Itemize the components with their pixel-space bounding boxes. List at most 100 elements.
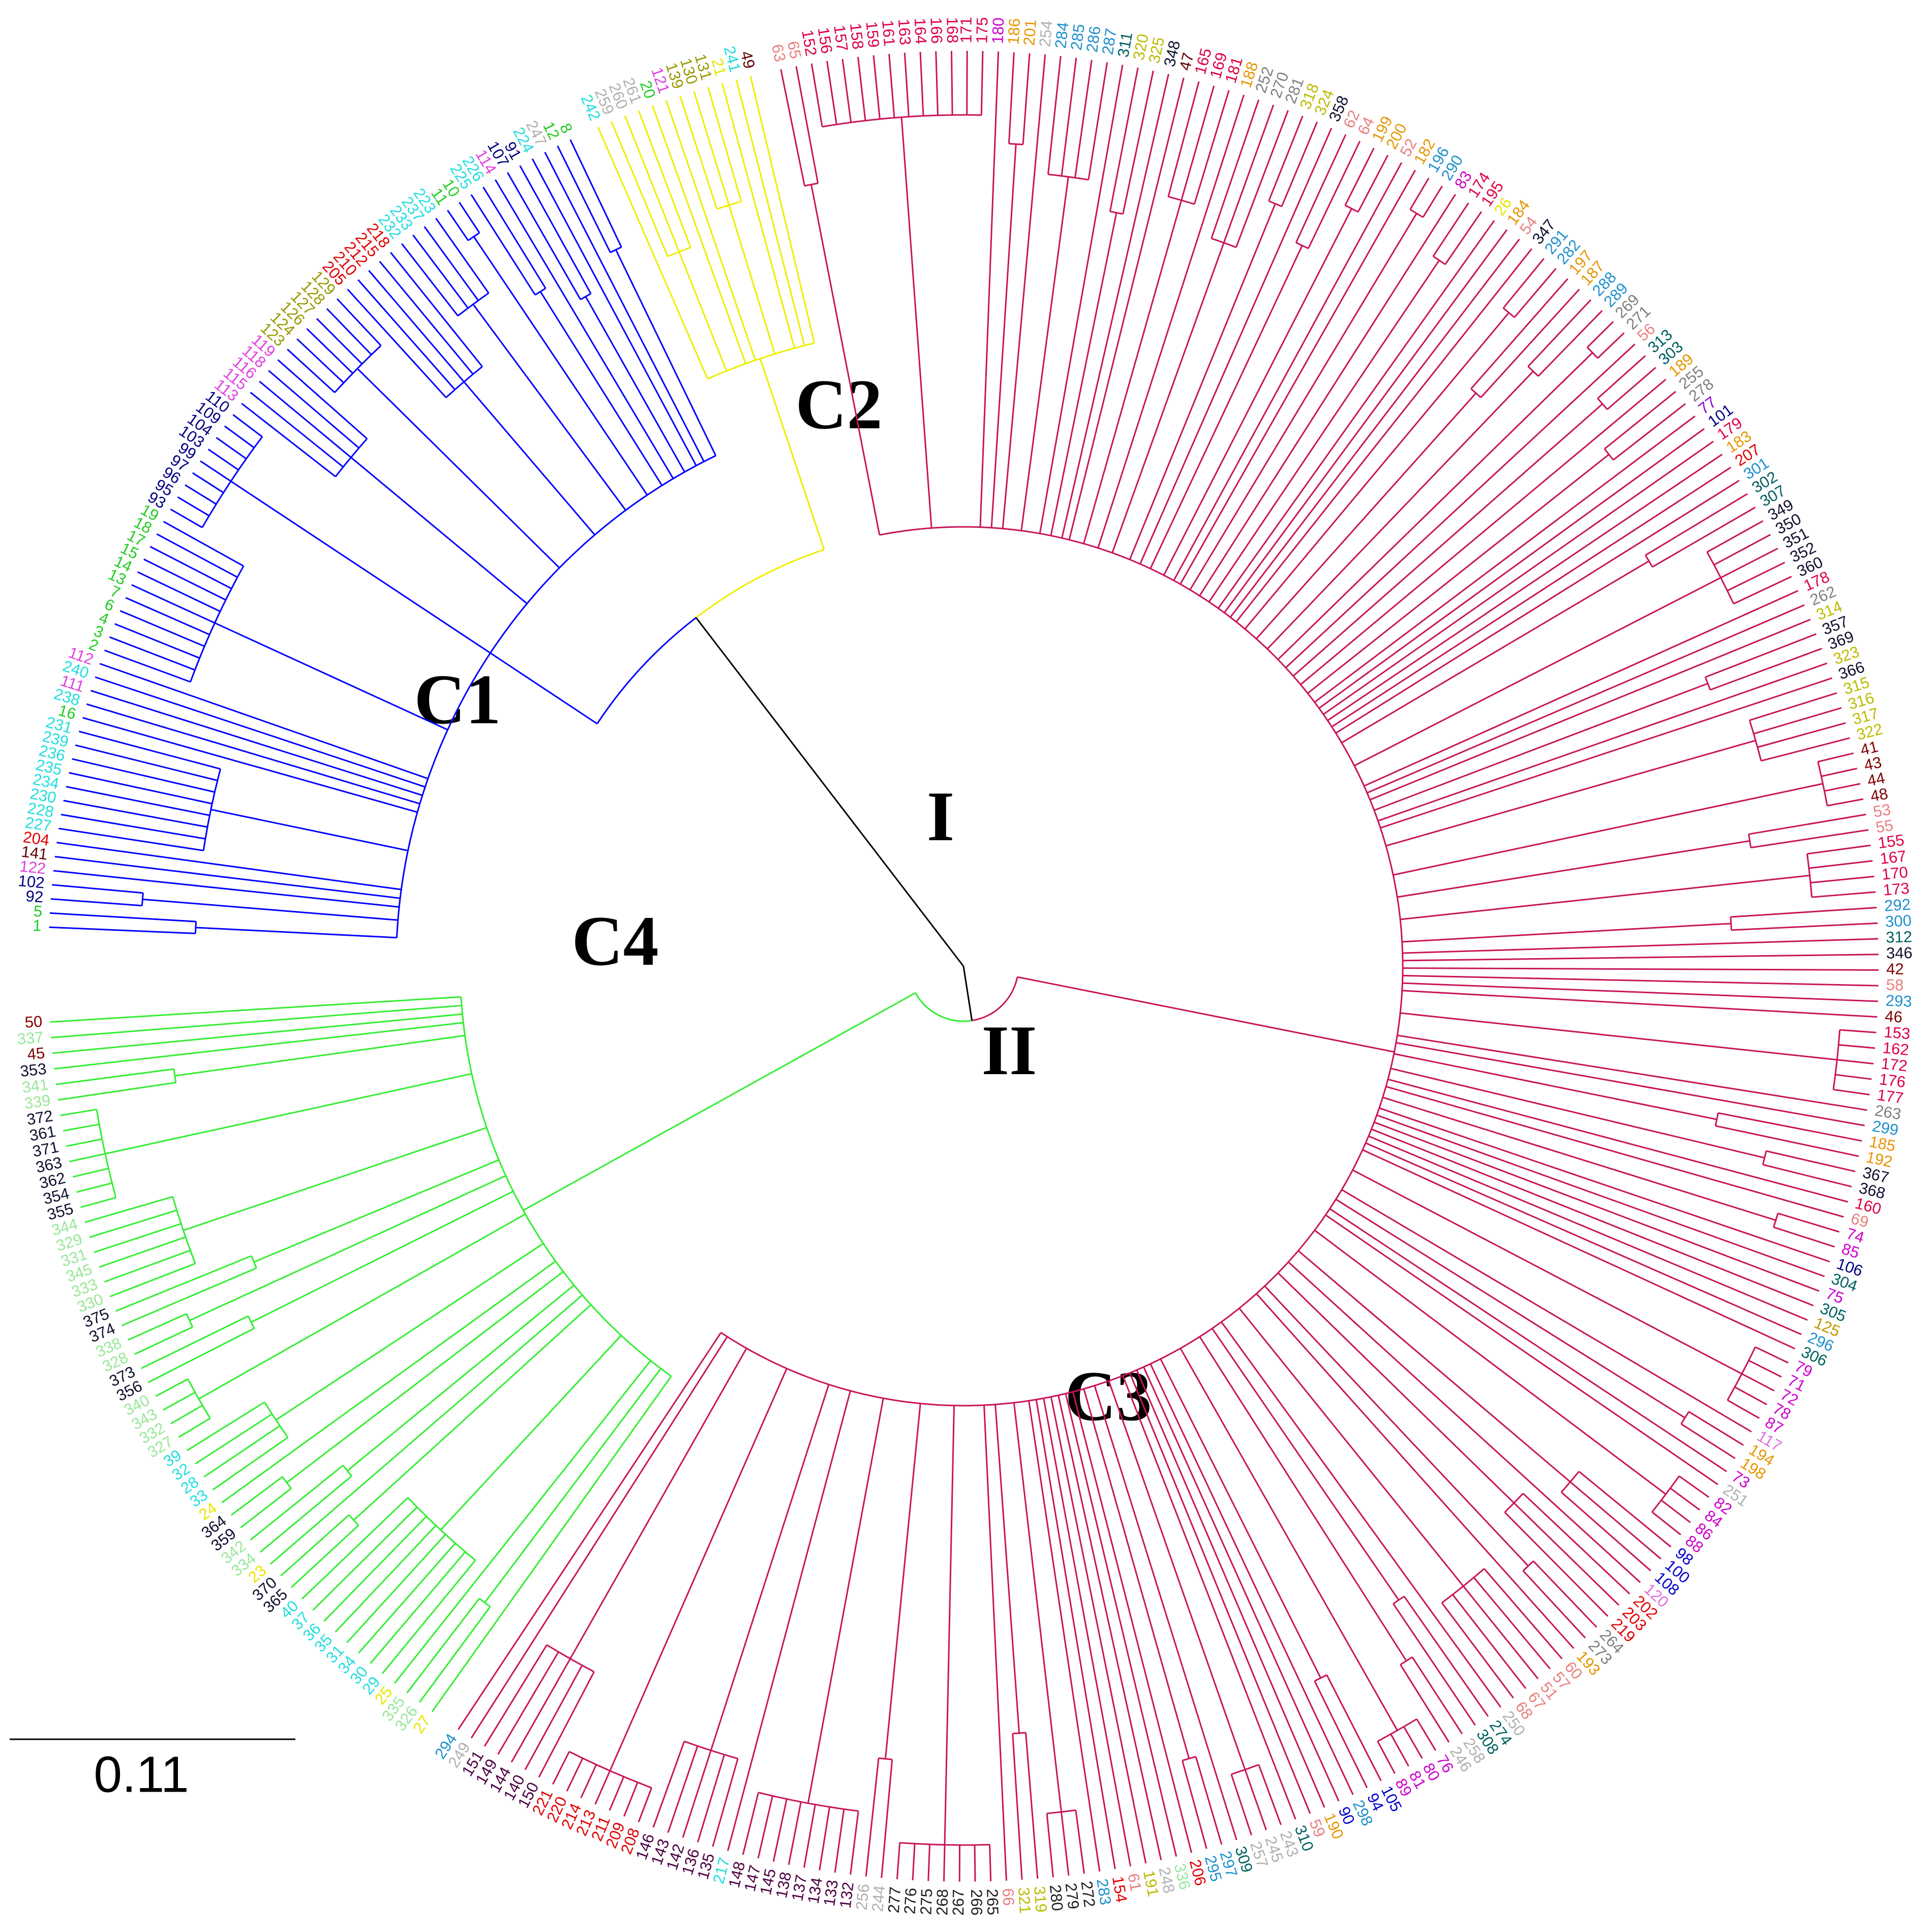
leaf-label: 312 <box>1886 928 1913 946</box>
run-branch <box>1400 875 1810 920</box>
leaf-branch <box>346 1534 446 1644</box>
leaf-branch <box>84 1196 173 1223</box>
leaf-label: 180 <box>988 17 1007 44</box>
run-branch <box>1129 1373 1297 1780</box>
leaf-branch <box>109 636 195 671</box>
leaf-label: 58 <box>1886 976 1904 994</box>
leaf-branch <box>1670 1488 1701 1511</box>
run-branch <box>183 1126 487 1231</box>
run-branch <box>275 1242 544 1421</box>
leaf-label: 175 <box>973 17 991 43</box>
run-branch <box>983 1405 1003 1790</box>
run-branch <box>1050 212 1118 536</box>
leaf-branch <box>1230 1774 1252 1836</box>
leaf-branch <box>50 898 142 907</box>
run-branch <box>585 296 685 472</box>
leaf-branch <box>195 1413 273 1465</box>
run-branch <box>1402 967 1760 971</box>
run-arc <box>247 1316 255 1329</box>
run-branch <box>807 1398 884 1804</box>
leaf-branch <box>431 1681 454 1712</box>
leaf-branch <box>1748 814 1866 835</box>
leaf-branch <box>727 1709 767 1851</box>
leaf-branch <box>1750 1090 1867 1111</box>
leaf-branch <box>162 1391 196 1411</box>
leaf-branch <box>51 1029 143 1038</box>
leaf-branch <box>72 1168 109 1178</box>
leaf-branch <box>1192 1700 1238 1840</box>
leaf-branch <box>186 1401 265 1451</box>
leaf-branch <box>1713 533 1771 566</box>
leaf-branch <box>1570 1481 1662 1560</box>
leaf-branch <box>381 1560 476 1674</box>
run-branch <box>120 850 402 890</box>
leaf-branch <box>1720 548 1778 579</box>
run-branch <box>1374 682 1708 811</box>
run-branch <box>1173 290 1333 581</box>
leaf-branch <box>86 703 122 716</box>
leaf-branch <box>357 279 456 391</box>
leaf-branch <box>1600 454 1723 537</box>
leaf-branch <box>1642 1432 1718 1485</box>
run-branch <box>1199 294 1393 597</box>
leaf-branch <box>1729 1183 1844 1218</box>
leaf-branch <box>1665 415 1696 439</box>
run-branch <box>682 191 747 364</box>
leaf-branch <box>221 1416 341 1503</box>
leaf-branch <box>667 1745 699 1833</box>
run-branch <box>1402 990 1786 1013</box>
leaf-label: 43 <box>1862 753 1883 775</box>
leaf-branch <box>1814 984 1879 987</box>
clade-branch <box>523 992 916 1211</box>
leaf-branch <box>1801 1113 1865 1126</box>
leaf-branch <box>1504 1511 1609 1617</box>
leaf-branch <box>881 1759 893 1878</box>
leaf-branch <box>679 96 718 210</box>
leaf-label: 63 <box>768 43 789 64</box>
run-branch <box>1266 371 1534 650</box>
leaf-branch <box>1741 1373 1775 1392</box>
run-branch <box>1211 1328 1400 1601</box>
run-arc <box>1806 853 1813 898</box>
leaf-branch <box>163 521 244 567</box>
leaf-label: 163 <box>895 18 914 46</box>
run-branch <box>1277 352 1593 660</box>
leaf-branch <box>1549 1620 1575 1649</box>
leaf-branch <box>128 1313 187 1341</box>
leaf-branch <box>780 69 805 186</box>
leaf-branch <box>1818 752 1854 763</box>
run-branch <box>105 1073 472 1155</box>
leaf-branch <box>872 55 881 120</box>
leaf-label: 286 <box>1083 25 1104 53</box>
leaf-branch <box>1314 1680 1368 1789</box>
leaf-branch <box>1660 440 1714 479</box>
leaf-branch <box>412 234 469 309</box>
run-arc <box>407 1497 476 1561</box>
leaf-branch <box>788 1801 802 1865</box>
run-branch <box>1331 516 1655 728</box>
run-branch <box>1039 128 1112 534</box>
leaf-branch <box>1824 783 1861 792</box>
run-branch <box>538 1332 722 1608</box>
leaf-branch <box>524 1665 583 1770</box>
run-branch <box>1341 560 1649 744</box>
leaf-branch <box>1827 798 1863 807</box>
leaf-branch <box>137 571 221 612</box>
leaf-label: 167 <box>1879 847 1907 868</box>
run-arc <box>478 1597 491 1608</box>
run-branch <box>1323 478 1662 715</box>
leaf-branch <box>1777 1212 1839 1233</box>
leaf-branch <box>772 1799 788 1862</box>
run-branch <box>994 1404 1020 1734</box>
leaf-branch <box>1235 110 1289 248</box>
run-arc <box>194 922 197 934</box>
leaf-branch <box>624 115 680 252</box>
leaf-branch <box>1295 1779 1311 1814</box>
root-branch <box>695 617 964 967</box>
leaf-label: 92 <box>25 887 44 906</box>
leaf-branch <box>912 1844 916 1881</box>
run-arc <box>457 292 489 317</box>
leaf-branch <box>1108 1832 1116 1869</box>
run-branch <box>1058 1395 1148 1798</box>
leaf-branch <box>1607 367 1656 410</box>
